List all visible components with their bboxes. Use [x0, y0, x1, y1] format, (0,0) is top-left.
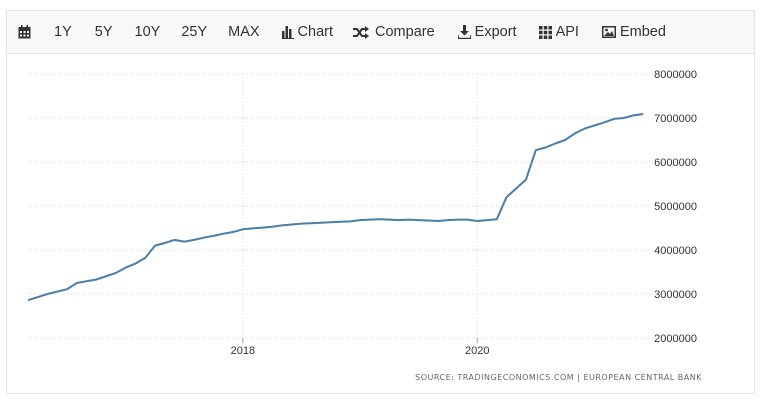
embed-button[interactable]: Embed	[601, 11, 666, 53]
compare-label: Compare	[375, 24, 435, 40]
y-tick-label: 3000000	[654, 289, 697, 301]
image-icon	[601, 26, 616, 38]
compare-button[interactable]: Compare	[353, 11, 435, 53]
y-tick-label: 2000000	[654, 333, 697, 345]
source-note: SOURCE: TRADINGECONOMICS.COM | EUROPEAN …	[415, 373, 702, 382]
x-tick-label: 2018	[231, 345, 255, 357]
y-tick-label: 8000000	[654, 69, 697, 81]
bar-chart-icon	[281, 25, 294, 39]
line-chart: 2000000 3000000 4000000 5000000 6000000 70000…	[27, 69, 697, 357]
api-label: API	[555, 24, 579, 40]
calendar-button[interactable]	[18, 11, 40, 53]
chart-area: 2000000 3000000 4000000 5000000 6000000 70000…	[7, 54, 754, 393]
range-25y-label: 25Y	[181, 24, 208, 40]
y-tick-label: 6000000	[654, 157, 697, 169]
range-1y-button[interactable]: 1Y	[54, 11, 72, 53]
grid-icon	[538, 25, 552, 39]
chart-widget: 1Y 5Y 10Y 25Y MAX Chart Compare Export	[6, 10, 755, 394]
range-max-button[interactable]: MAX	[228, 11, 259, 53]
chart-type-label: Chart	[297, 24, 334, 40]
x-tick-label: 2020	[465, 345, 489, 357]
shuffle-icon	[353, 25, 370, 39]
y-tick-label: 7000000	[654, 113, 697, 125]
embed-label: Embed	[619, 24, 666, 40]
export-label: Export	[474, 24, 517, 40]
api-button[interactable]: API	[538, 11, 579, 53]
range-1y-label: 1Y	[54, 24, 72, 40]
range-5y-button[interactable]: 5Y	[95, 11, 113, 53]
y-tick-label: 5000000	[654, 201, 697, 213]
series-line	[27, 113, 644, 302]
range-max-label: MAX	[228, 24, 260, 40]
y-tick-label: 4000000	[654, 245, 697, 257]
chart-type-button[interactable]: Chart	[281, 11, 334, 53]
range-5y-label: 5Y	[94, 24, 113, 40]
range-10y-label: 10Y	[134, 24, 161, 40]
calendar-icon	[18, 25, 31, 39]
export-button[interactable]: Export	[457, 11, 517, 53]
download-icon	[457, 25, 471, 39]
range-10y-button[interactable]: 10Y	[135, 11, 161, 53]
chart-toolbar: 1Y 5Y 10Y 25Y MAX Chart Compare Export	[7, 11, 754, 54]
range-25y-button[interactable]: 25Y	[181, 11, 207, 53]
